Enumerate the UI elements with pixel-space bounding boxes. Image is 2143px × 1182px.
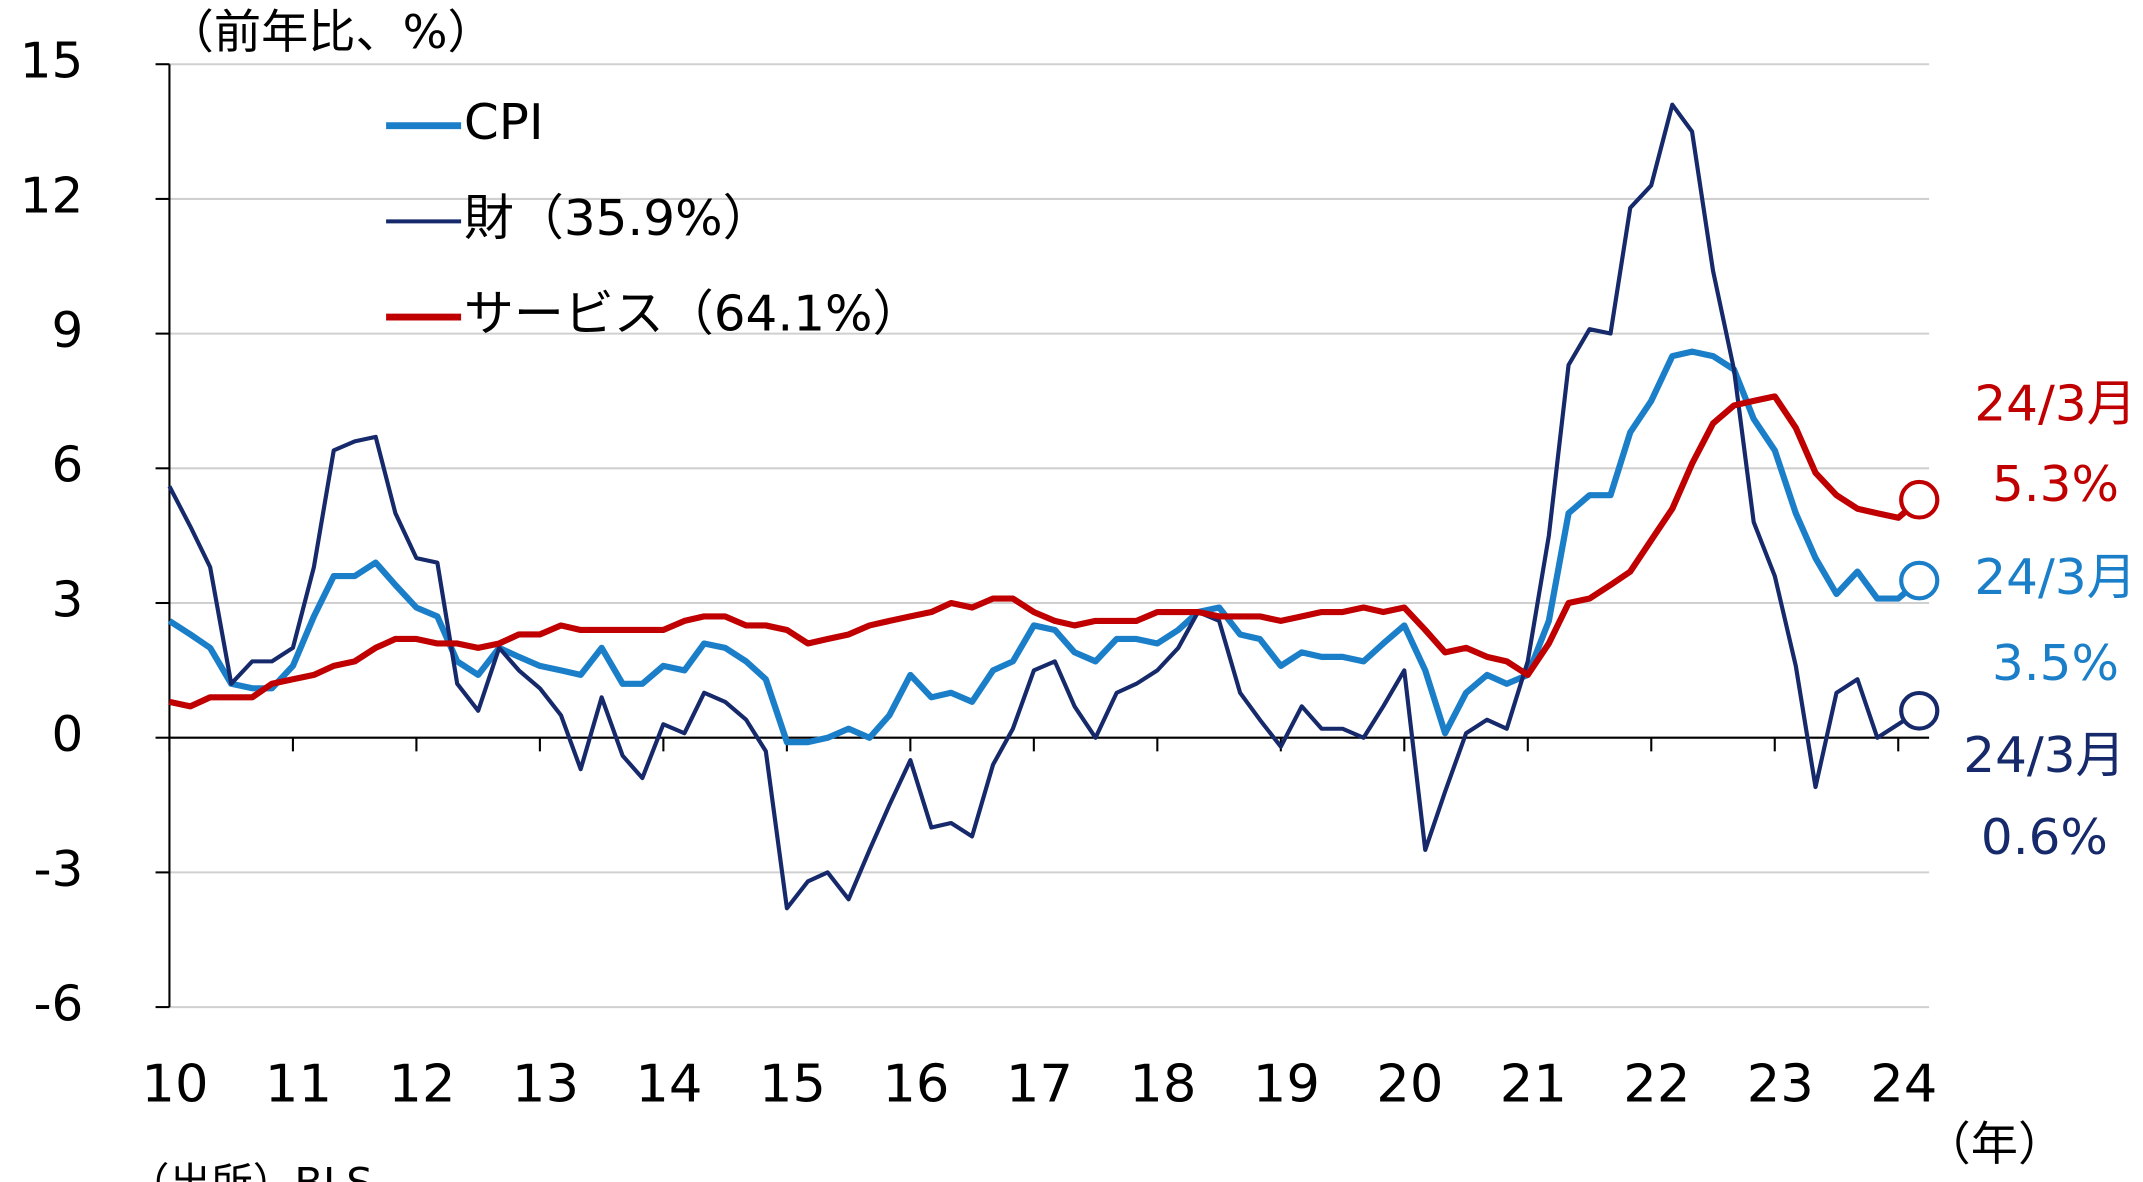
y-tick-label: 9 — [52, 301, 84, 359]
end-marker — [1899, 690, 1940, 731]
x-tick-label: 15 — [759, 1054, 826, 1115]
x-tick-label: 24 — [1870, 1054, 1937, 1115]
end-date: 24/3月 — [1963, 726, 2125, 784]
series-line — [167, 102, 1921, 911]
series-line — [167, 348, 1922, 746]
x-tick-label: 12 — [388, 1054, 455, 1115]
end-marker — [1899, 479, 1940, 520]
source: （出所）BLS — [128, 1159, 373, 1182]
x-tick-label: 23 — [1747, 1054, 1814, 1115]
end-date: 24/3月 — [1974, 375, 2136, 433]
end-label: 0.6% — [1981, 808, 2108, 866]
y-axis-label: （前年比、%） — [167, 6, 495, 60]
x-tick-label: 10 — [141, 1054, 208, 1115]
x-tick-label: 16 — [882, 1054, 949, 1115]
x-tick-label: 13 — [512, 1054, 579, 1115]
end-date: 24/3月 — [1974, 549, 2136, 607]
x-tick-label: 22 — [1623, 1054, 1690, 1115]
end-marker — [1899, 560, 1940, 601]
y-tick-label: 0 — [52, 705, 84, 763]
x-tick-label: 20 — [1376, 1054, 1443, 1115]
end-label: 3.5% — [1992, 635, 2119, 693]
y-tick-label: 15 — [20, 32, 84, 90]
y-tick-label: 12 — [20, 167, 84, 225]
x-tick-label: 21 — [1500, 1054, 1567, 1115]
end-label: 5.3% — [1992, 456, 2119, 514]
legend-label: CPI — [464, 93, 544, 151]
x-tick-label: 18 — [1129, 1054, 1196, 1115]
y-tick-label: -3 — [33, 840, 83, 898]
x-tick-label: 14 — [635, 1054, 702, 1115]
x-axis-unit: （年） — [1924, 1119, 2066, 1173]
x-tick-label: 11 — [265, 1054, 332, 1115]
y-tick-label: 6 — [52, 436, 84, 494]
series-line — [168, 393, 1922, 710]
x-tick-label: 17 — [1006, 1054, 1073, 1115]
legend-label: 財（35.9%） — [464, 189, 773, 247]
legend-label: サービス（64.1%） — [464, 285, 923, 343]
y-tick-label: -6 — [33, 975, 83, 1033]
x-tick-label: 19 — [1253, 1054, 1320, 1115]
y-tick-label: 3 — [52, 571, 84, 629]
